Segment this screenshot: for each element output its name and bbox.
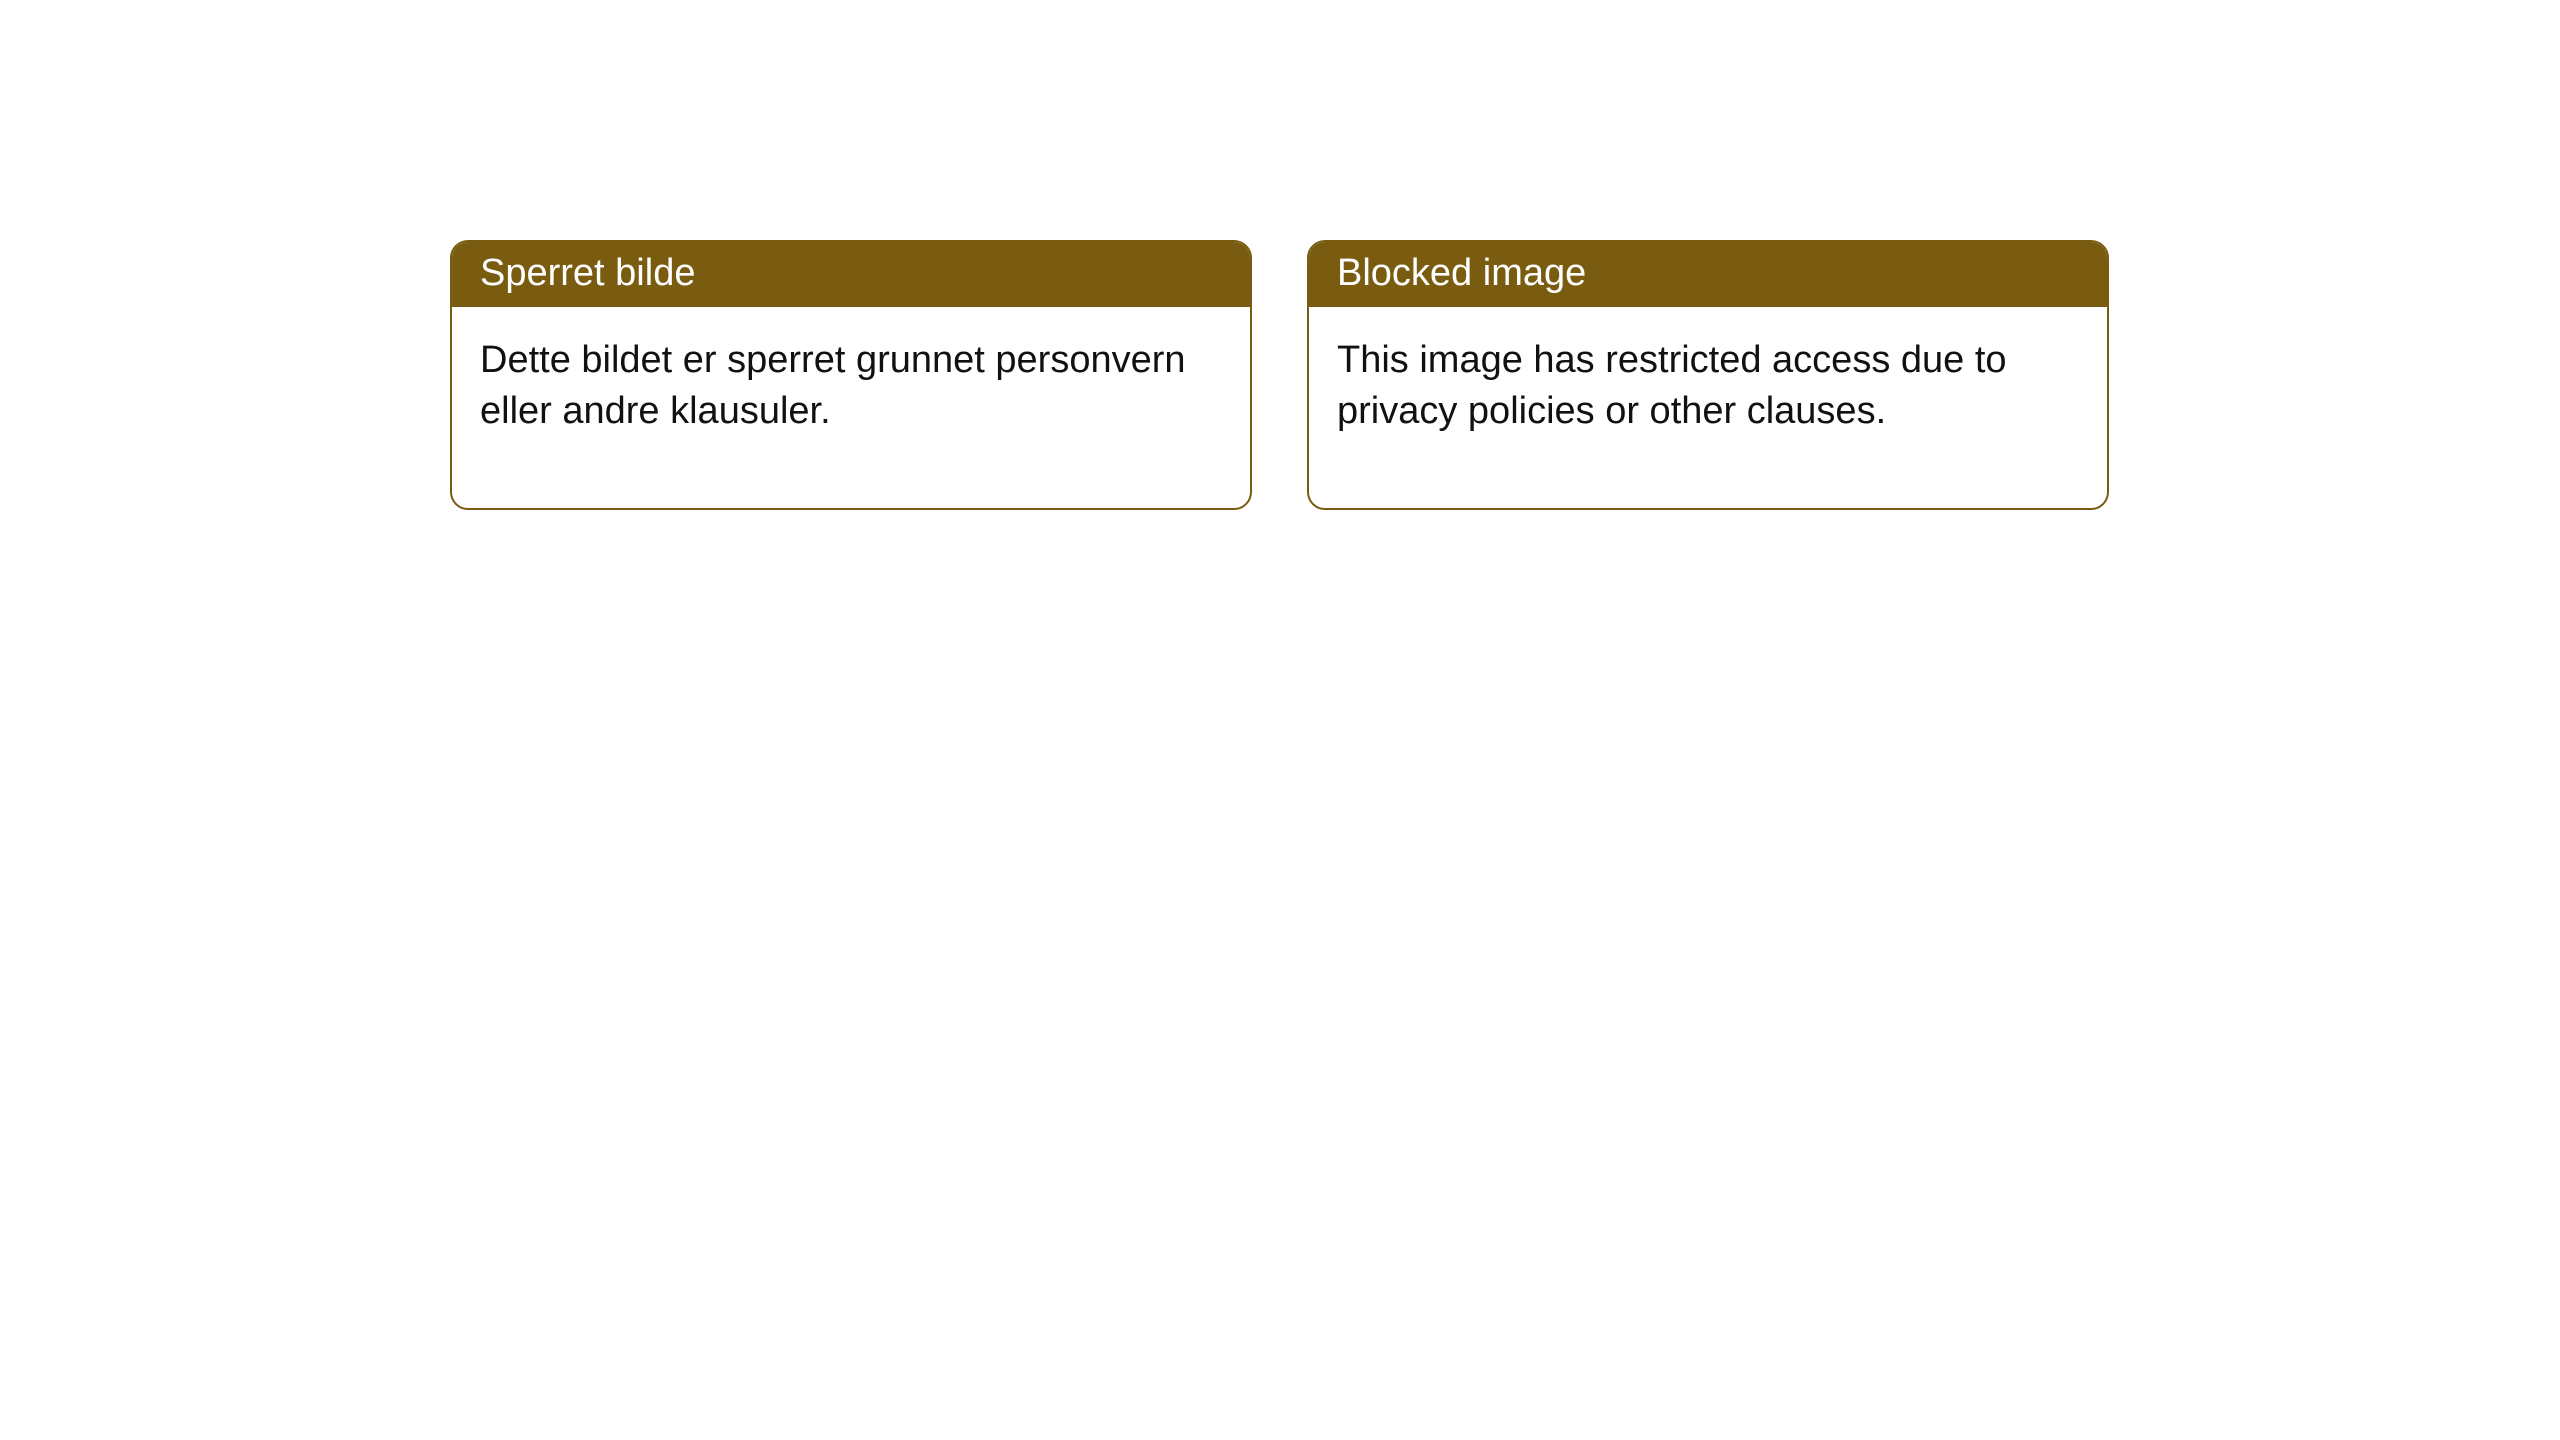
notice-container: Sperret bilde Dette bildet er sperret gr…	[0, 0, 2560, 510]
notice-card-english: Blocked image This image has restricted …	[1307, 240, 2109, 510]
notice-title-norwegian: Sperret bilde	[452, 242, 1250, 307]
notice-card-norwegian: Sperret bilde Dette bildet er sperret gr…	[450, 240, 1252, 510]
notice-body-norwegian: Dette bildet er sperret grunnet personve…	[452, 307, 1250, 508]
notice-body-english: This image has restricted access due to …	[1309, 307, 2107, 508]
notice-title-english: Blocked image	[1309, 242, 2107, 307]
